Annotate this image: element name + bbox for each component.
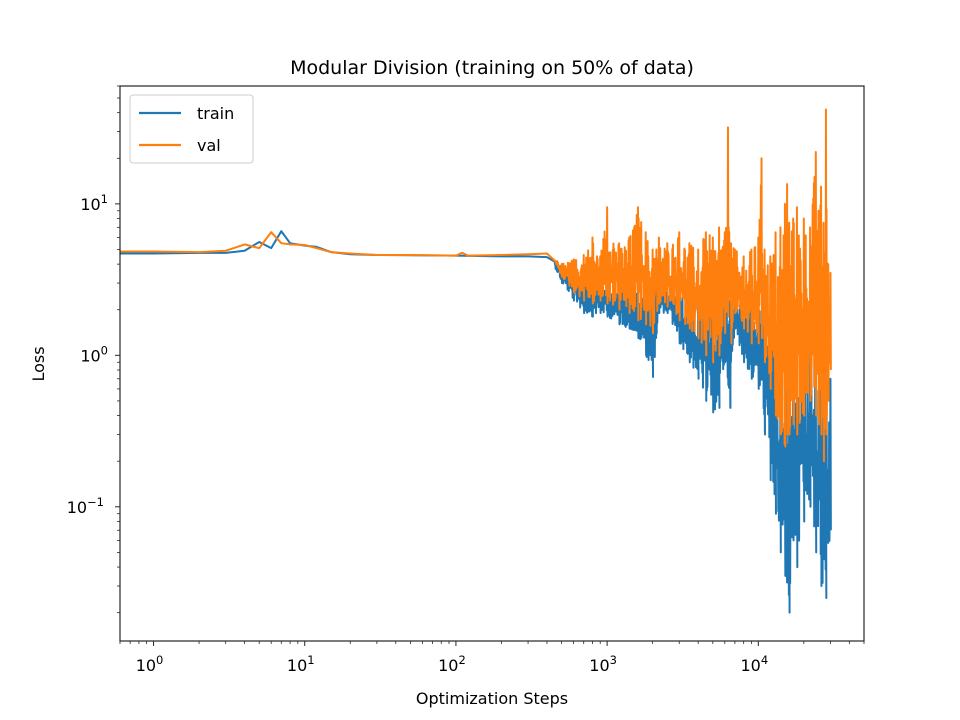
series-line-val: [120, 108, 832, 463]
legend-label-val: val: [197, 136, 221, 155]
x-axis-label: Optimization Steps: [416, 689, 568, 708]
series-layer: [120, 108, 832, 614]
legend: train val: [129, 94, 254, 164]
legend-label-train: train: [197, 104, 234, 123]
y-axis-label: Loss: [29, 346, 48, 381]
legend-box: [129, 94, 254, 164]
plot-frame: [119, 85, 865, 642]
series-line-train: [120, 230, 832, 614]
chart-title: Modular Division (training on 50% of dat…: [290, 57, 694, 79]
x-axis: 100 101 102 103 104: [119, 641, 865, 675]
